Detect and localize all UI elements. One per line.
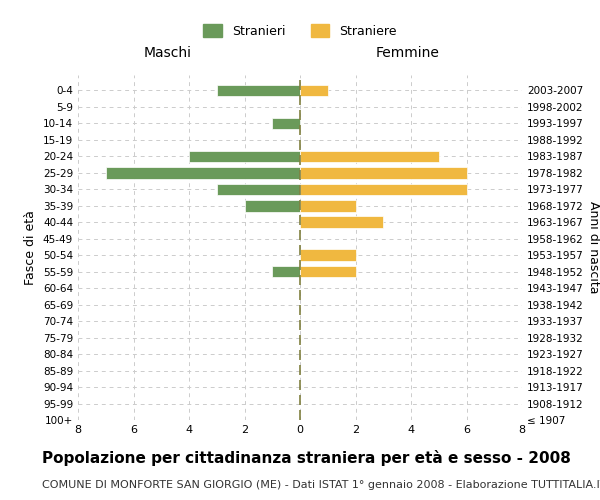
Bar	[300, 250, 355, 261]
Bar	[106, 167, 300, 178]
Bar	[300, 150, 439, 162]
Bar	[272, 118, 300, 129]
Legend: Stranieri, Straniere: Stranieri, Straniere	[198, 19, 402, 43]
Bar	[300, 184, 467, 195]
Bar	[245, 200, 300, 211]
Bar	[217, 184, 300, 195]
Bar	[272, 266, 300, 278]
Text: Maschi: Maschi	[144, 46, 192, 60]
Text: COMUNE DI MONFORTE SAN GIORGIO (ME) - Dati ISTAT 1° gennaio 2008 - Elaborazione : COMUNE DI MONFORTE SAN GIORGIO (ME) - Da…	[42, 480, 600, 490]
Y-axis label: Fasce di età: Fasce di età	[25, 210, 37, 285]
Bar	[189, 150, 300, 162]
Bar	[300, 200, 355, 211]
Text: Femmine: Femmine	[376, 46, 440, 60]
Text: Popolazione per cittadinanza straniera per età e sesso - 2008: Popolazione per cittadinanza straniera p…	[42, 450, 571, 466]
Bar	[217, 84, 300, 96]
Bar	[300, 167, 467, 178]
Bar	[300, 266, 355, 278]
Bar	[300, 84, 328, 96]
Y-axis label: Anni di nascita: Anni di nascita	[587, 201, 600, 294]
Bar	[300, 216, 383, 228]
